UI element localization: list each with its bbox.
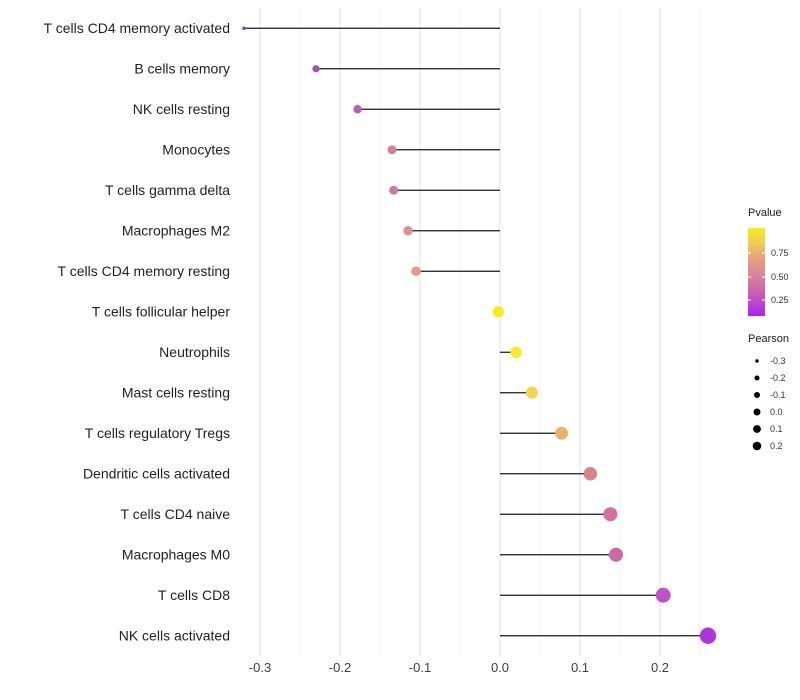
x-tick-label: -0.3 (249, 660, 271, 675)
pearson-legend-title: Pearson (748, 333, 789, 345)
data-point (403, 226, 413, 236)
pearson-legend-label: -0.1 (770, 390, 786, 400)
category-label: Mast cells resting (122, 385, 230, 401)
pearson-legend-label: -0.3 (770, 356, 786, 366)
pearson-legend-label: 0.0 (770, 407, 783, 417)
category-label: B cells memory (134, 61, 230, 77)
category-label: T cells CD4 naive (121, 506, 231, 522)
pearson-legend-label: 0.1 (770, 424, 783, 434)
data-point (353, 105, 362, 114)
category-label: Dendritic cells activated (83, 466, 230, 482)
data-point (699, 627, 717, 644)
data-point (389, 185, 399, 195)
category-label: NK cells resting (133, 101, 230, 117)
data-point (312, 65, 320, 73)
data-point (526, 386, 538, 399)
data-point (411, 266, 421, 277)
category-label: Macrophages M0 (122, 547, 230, 563)
data-point (603, 507, 618, 522)
pearson-legend-dot (754, 392, 760, 398)
data-point (492, 306, 504, 318)
data-point (387, 145, 397, 155)
data-point (242, 26, 246, 30)
data-point (510, 346, 522, 358)
pearson-legend-label: -0.2 (770, 373, 786, 383)
x-tick-label: 0.1 (571, 660, 589, 675)
category-label: T cells CD4 memory activated (44, 20, 230, 36)
category-label: Monocytes (162, 142, 230, 158)
pearson-legend-dot (753, 425, 761, 433)
pearson-legend-label: 0.2 (770, 441, 783, 451)
pearson-legend-dot (752, 441, 762, 451)
pvalue-legend-title: Pvalue (748, 207, 782, 219)
category-label: T cells CD4 memory resting (58, 263, 230, 279)
x-tick-label: -0.2 (329, 660, 351, 675)
pvalue-tick-label: 0.75 (771, 248, 789, 258)
x-tick-label: -0.1 (409, 660, 431, 675)
pearson-legend-dot (753, 408, 761, 416)
category-label: Neutrophils (159, 344, 230, 360)
pearson-legend-dot (754, 375, 760, 381)
pearson-legend-dot (755, 359, 759, 363)
category-label: T cells gamma delta (105, 182, 230, 198)
category-label: NK cells activated (119, 628, 230, 644)
data-point (655, 587, 671, 603)
x-tick-label: 0.2 (651, 660, 669, 675)
category-label: T cells follicular helper (92, 304, 231, 320)
category-label: Macrophages M2 (122, 223, 230, 239)
pvalue-tick-label: 0.50 (771, 272, 789, 282)
pvalue-tick-label: 0.25 (771, 295, 789, 305)
category-label: T cells regulatory Tregs (85, 425, 230, 441)
category-label: T cells CD8 (158, 587, 230, 603)
data-point (555, 426, 568, 440)
x-tick-label: 0.0 (491, 660, 509, 675)
data-point (583, 467, 598, 481)
data-point (609, 547, 623, 562)
pvalue-gradient-bar (748, 228, 765, 316)
